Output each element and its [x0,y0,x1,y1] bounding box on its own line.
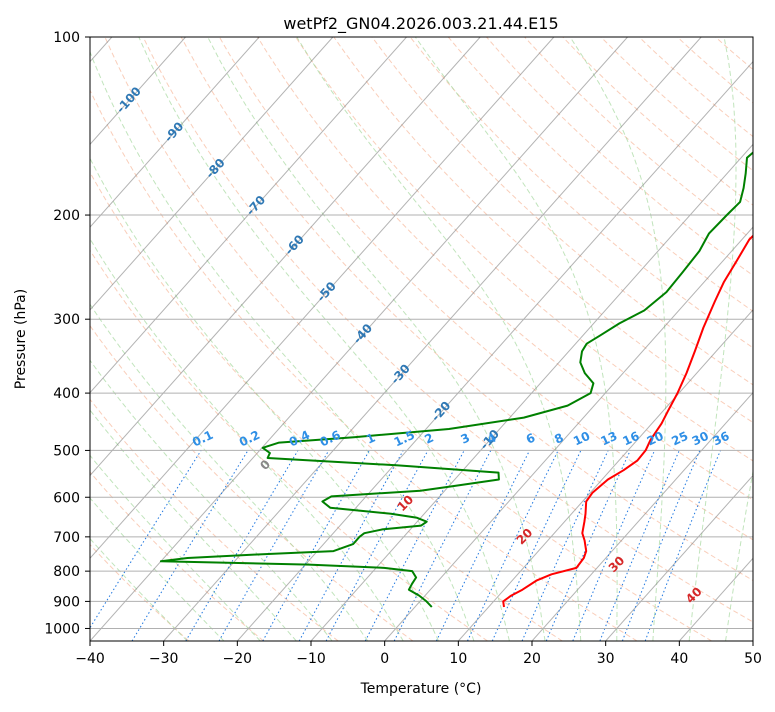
y-tick-label: 100 [53,30,80,46]
x-axis-label: Temperature (°C) [360,681,482,697]
x-tick-label: 40 [670,651,688,667]
x-tick-label: −40 [75,651,105,667]
x-tick-label: −30 [149,651,179,667]
x-tick-label: 10 [449,651,467,667]
chart-title: wetPf2_GN04.2026.003.21.44.E15 [283,14,558,34]
y-axis-label: Pressure (hPa) [13,289,29,389]
x-tick-label: 0 [380,651,389,667]
x-tick-label: 20 [523,651,541,667]
y-tick-label: 700 [53,530,80,546]
x-tick-label: 50 [744,651,762,667]
y-tick-label: 500 [53,443,80,459]
y-tick-label: 400 [53,386,80,402]
x-tick-label: 30 [597,651,615,667]
y-tick-label: 800 [53,564,80,580]
x-tick-label: −20 [223,651,253,667]
y-tick-label: 900 [53,594,80,610]
y-tick-label: 300 [53,312,80,328]
y-tick-label: 600 [53,490,80,506]
y-tick-label: 200 [53,208,80,224]
y-tick-label: 1000 [44,621,80,637]
x-tick-label: −10 [296,651,326,667]
